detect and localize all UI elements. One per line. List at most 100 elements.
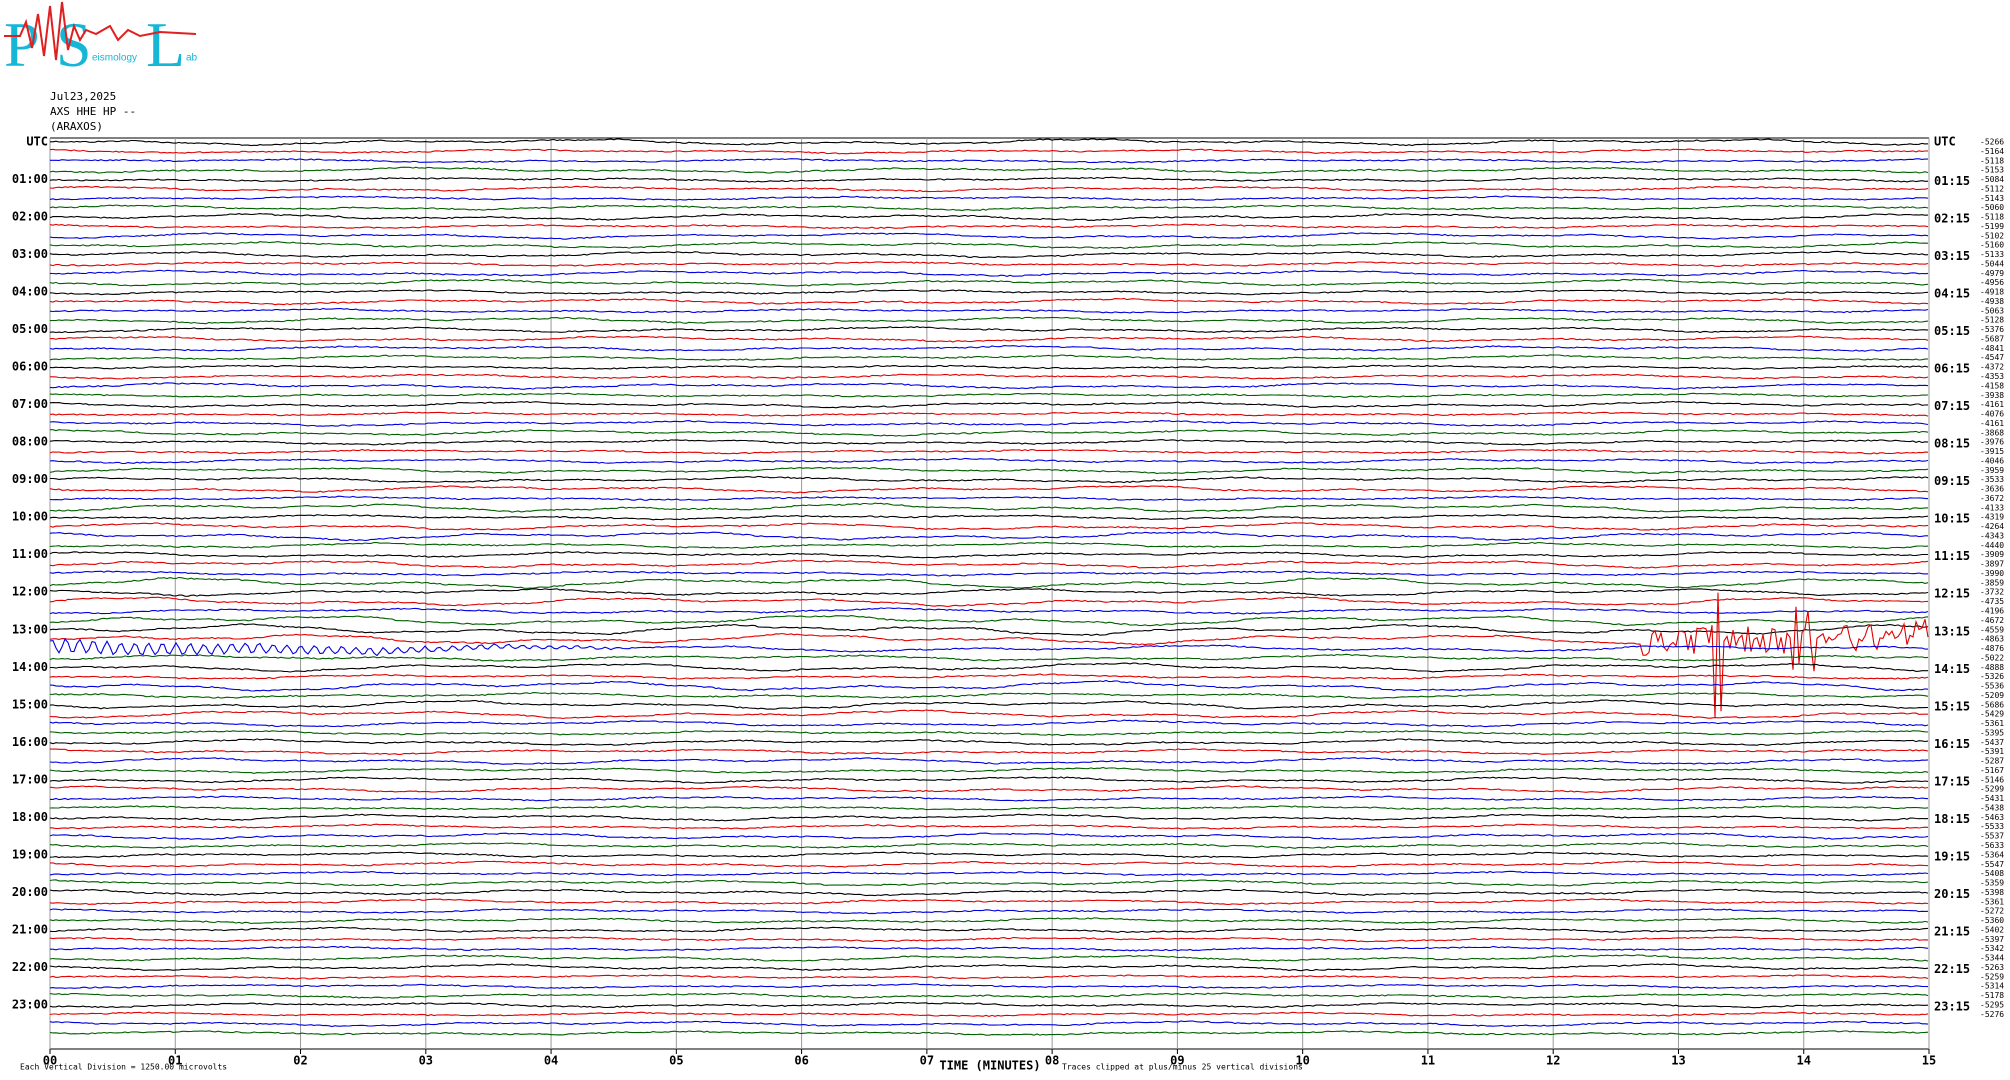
row-label: 15:15 (1934, 699, 1970, 713)
offset-label: -3990 (1980, 569, 2004, 578)
x-tick-label: 14 (1797, 1054, 1811, 1068)
logo: P S L eismology ab (4, 1, 198, 80)
offset-label: -4440 (1980, 541, 2004, 550)
row-label: 09:15 (1934, 474, 1970, 488)
row-label: 22:00 (12, 960, 48, 974)
offset-label: -5276 (1980, 1010, 2004, 1019)
trace (49, 457, 1929, 465)
trace (49, 576, 1929, 589)
trace (49, 983, 1929, 989)
offset-label: -4158 (1980, 381, 2004, 390)
offset-label: -4918 (1980, 288, 2004, 297)
row-label: 08:15 (1934, 437, 1970, 451)
trace (49, 392, 1929, 398)
trace (50, 795, 1929, 802)
trace (49, 176, 1929, 183)
offset-label: -4979 (1980, 269, 2004, 278)
offset-label: -5431 (1980, 794, 2004, 803)
offset-label: -4547 (1980, 353, 2004, 362)
logo-letter: P (4, 9, 40, 80)
logo-wave (4, 1, 197, 61)
trace (49, 364, 1929, 370)
trace (49, 514, 1929, 521)
trace (49, 335, 1929, 343)
offset-label: -5295 (1980, 1000, 2004, 1009)
offset-label: -4672 (1980, 616, 2004, 625)
trace (49, 757, 1929, 765)
offset-label: -3672 (1980, 494, 2004, 503)
offset-label: -5438 (1980, 803, 2004, 812)
trace (50, 475, 1929, 484)
trace (49, 898, 1929, 906)
trace (49, 974, 1929, 980)
offset-label: -5118 (1980, 156, 2004, 165)
offset-label: -4956 (1980, 278, 2004, 287)
x-tick-label: 00 (43, 1054, 57, 1068)
offset-label: -4888 (1980, 663, 2004, 672)
offset-label: -5342 (1980, 944, 2004, 953)
logo-letter: S (56, 9, 92, 80)
row-label: 03:15 (1934, 249, 1970, 263)
trace (49, 638, 1928, 657)
row-label: 16:15 (1934, 737, 1970, 751)
offset-label: -4559 (1980, 625, 2004, 634)
trace (50, 138, 1929, 147)
offset-label: -5360 (1980, 916, 2004, 925)
row-label: 14:15 (1934, 662, 1970, 676)
row-label: 20:00 (12, 885, 48, 899)
x-axis-title: TIME (MINUTES) (939, 1059, 1040, 1073)
trace (49, 738, 1929, 746)
trace (49, 466, 1929, 475)
offset-label: -5272 (1980, 907, 2004, 916)
offset-label: -5364 (1980, 850, 2004, 859)
trace (49, 570, 1929, 577)
offset-label: -5359 (1980, 879, 2004, 888)
offset-label: -5463 (1980, 813, 2004, 822)
row-label: 19:15 (1934, 849, 1970, 863)
header-date: Jul23,2025 (50, 90, 116, 103)
trace (49, 522, 1929, 531)
offset-label: -4076 (1980, 410, 2004, 419)
row-label: 21:15 (1934, 924, 1970, 938)
offset-label: -5687 (1980, 334, 2004, 343)
trace (49, 411, 1929, 417)
offset-label: -3636 (1980, 485, 2004, 494)
x-tick-label: 02 (293, 1054, 307, 1068)
trace (49, 588, 1929, 597)
trace (49, 992, 1929, 999)
row-label: 10:15 (1934, 512, 1970, 526)
row-label: 01:00 (12, 172, 48, 186)
trace (49, 354, 1929, 361)
row-label: 15:00 (12, 697, 48, 711)
trace (49, 692, 1929, 700)
trace (49, 541, 1929, 549)
trace (49, 842, 1929, 849)
row-label: 11:15 (1934, 549, 1970, 563)
offset-label: -4876 (1980, 644, 2004, 653)
row-label: 19:00 (12, 847, 48, 861)
trace (49, 917, 1929, 925)
offset-label: -5084 (1980, 175, 2004, 184)
trace (50, 373, 1929, 380)
logo-text: ab (186, 53, 198, 64)
offset-label: -5533 (1980, 822, 2004, 831)
row-label: 07:15 (1934, 399, 1970, 413)
offset-label: -4161 (1980, 400, 2004, 409)
trace (50, 429, 1929, 437)
offset-label: -5547 (1980, 860, 2004, 869)
offset-label: -5437 (1980, 738, 2004, 747)
trace (49, 166, 1929, 174)
trace (49, 261, 1929, 267)
offset-label: -5287 (1980, 757, 2004, 766)
trace (49, 559, 1929, 569)
offset-label: -4319 (1980, 513, 2004, 522)
offset-label: -5167 (1980, 766, 2004, 775)
x-tick-label: 13 (1671, 1054, 1685, 1068)
offset-label: -3915 (1980, 447, 2004, 456)
trace (49, 448, 1929, 455)
trace (49, 1030, 1929, 1036)
row-label: UTC (26, 135, 48, 149)
offset-label: -5209 (1980, 691, 2004, 700)
trace (49, 400, 1929, 409)
trace (49, 223, 1929, 229)
